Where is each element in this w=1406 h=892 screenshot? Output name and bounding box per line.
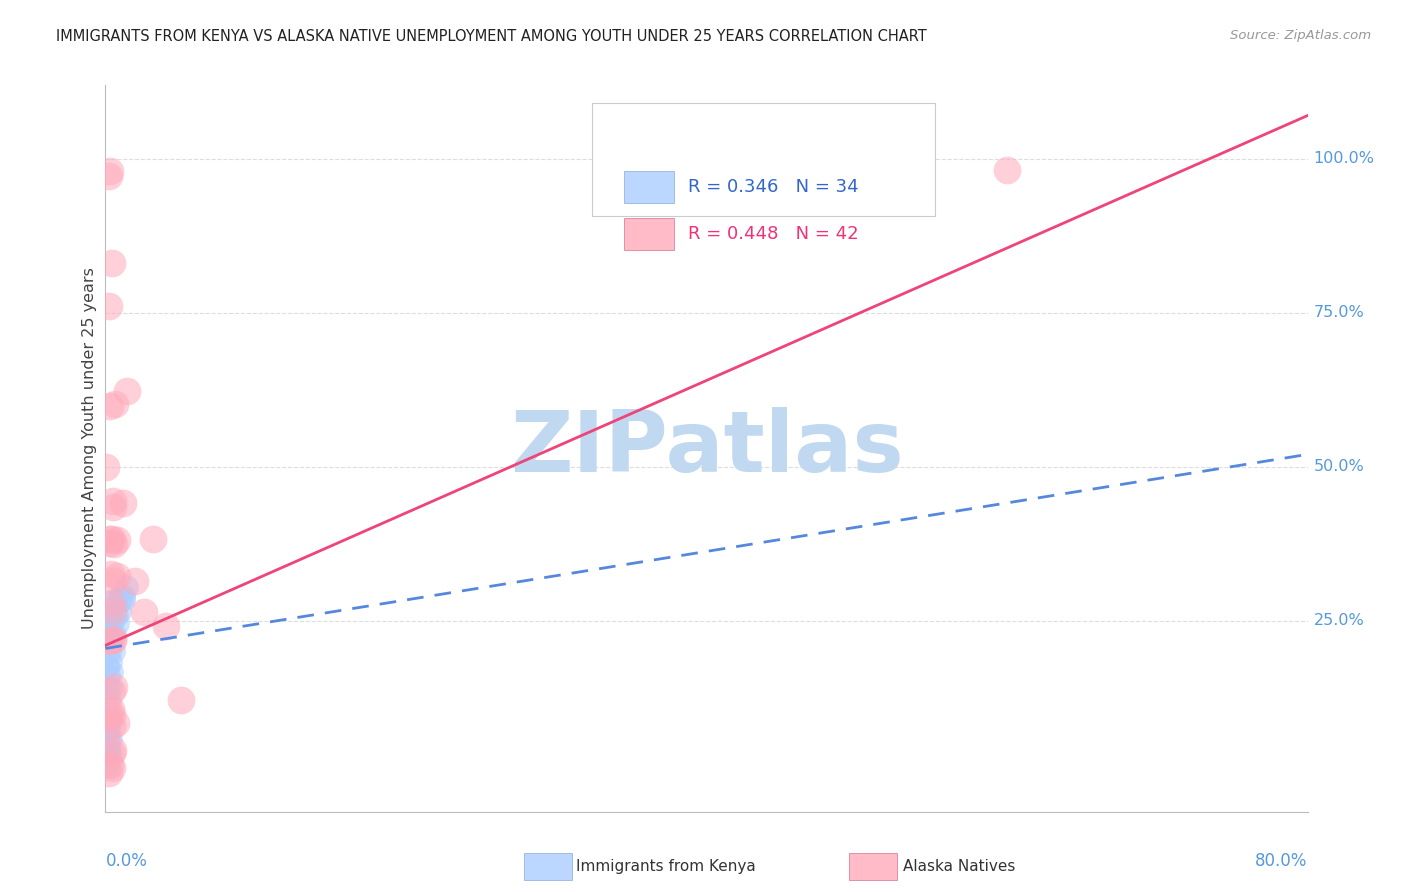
- Point: [105, 569, 128, 583]
- Point: [170, 693, 193, 707]
- Point: [101, 708, 124, 723]
- Text: Source: ZipAtlas.com: Source: ZipAtlas.com: [1230, 29, 1371, 42]
- Point: [96, 754, 118, 768]
- Point: [98, 765, 121, 780]
- Point: [98, 732, 121, 747]
- Point: [995, 163, 1018, 178]
- Text: IMMIGRANTS FROM KENYA VS ALASKA NATIVE UNEMPLOYMENT AMONG YOUTH UNDER 25 YEARS C: IMMIGRANTS FROM KENYA VS ALASKA NATIVE U…: [56, 29, 927, 44]
- Point: [142, 533, 165, 547]
- Point: [98, 747, 121, 762]
- Point: [97, 722, 120, 736]
- FancyBboxPatch shape: [624, 218, 673, 250]
- Point: [105, 716, 128, 731]
- Point: [115, 384, 138, 398]
- Point: [111, 591, 134, 606]
- Point: [96, 742, 118, 756]
- Point: [100, 702, 122, 716]
- Point: [98, 169, 121, 183]
- Point: [97, 759, 120, 773]
- Text: 75.0%: 75.0%: [1313, 305, 1364, 320]
- Point: [100, 164, 122, 178]
- Point: [100, 630, 122, 644]
- Text: R = 0.448   N = 42: R = 0.448 N = 42: [689, 225, 859, 243]
- Point: [97, 644, 120, 658]
- Point: [96, 711, 118, 725]
- Point: [103, 633, 125, 648]
- Point: [98, 399, 121, 413]
- Point: [98, 681, 121, 695]
- Point: [124, 574, 146, 588]
- Point: [98, 758, 121, 772]
- Point: [112, 589, 135, 603]
- Point: [98, 299, 121, 313]
- Text: 0.0%: 0.0%: [105, 852, 148, 870]
- Point: [111, 496, 134, 510]
- Point: [101, 761, 124, 775]
- Point: [132, 605, 155, 619]
- Point: [97, 708, 120, 723]
- Point: [98, 633, 121, 648]
- Point: [104, 397, 127, 411]
- Point: [108, 604, 131, 618]
- Point: [103, 537, 125, 551]
- Point: [97, 744, 120, 758]
- Point: [98, 536, 121, 550]
- Point: [103, 574, 125, 588]
- Point: [103, 681, 125, 695]
- Point: [100, 684, 122, 698]
- Text: ZIPatlas: ZIPatlas: [509, 407, 904, 490]
- Point: [110, 593, 132, 607]
- Point: [96, 728, 118, 742]
- Point: [101, 256, 124, 270]
- Point: [96, 681, 118, 695]
- FancyBboxPatch shape: [624, 170, 673, 202]
- Point: [103, 592, 125, 607]
- Text: Immigrants from Kenya: Immigrants from Kenya: [576, 859, 756, 873]
- Point: [101, 644, 124, 658]
- Point: [101, 632, 124, 646]
- Text: 80.0%: 80.0%: [1256, 852, 1308, 870]
- Text: 50.0%: 50.0%: [1313, 459, 1364, 475]
- Point: [101, 615, 124, 629]
- Point: [101, 746, 124, 760]
- Y-axis label: Unemployment Among Youth under 25 years: Unemployment Among Youth under 25 years: [82, 268, 97, 629]
- Text: R = 0.346   N = 34: R = 0.346 N = 34: [689, 178, 859, 195]
- Point: [96, 660, 118, 674]
- Point: [98, 532, 121, 546]
- Point: [101, 494, 124, 508]
- Point: [101, 599, 124, 613]
- Point: [97, 732, 120, 747]
- Point: [96, 630, 118, 644]
- Point: [101, 596, 124, 610]
- Point: [98, 619, 121, 633]
- Point: [105, 607, 128, 622]
- FancyBboxPatch shape: [592, 103, 935, 216]
- Point: [94, 459, 117, 474]
- Text: Alaska Natives: Alaska Natives: [903, 859, 1015, 873]
- Point: [103, 627, 125, 641]
- Point: [101, 500, 124, 514]
- Point: [98, 655, 121, 669]
- Point: [100, 665, 122, 679]
- Text: 25.0%: 25.0%: [1313, 613, 1364, 628]
- Point: [97, 669, 120, 683]
- Point: [103, 604, 125, 618]
- Text: 100.0%: 100.0%: [1313, 151, 1375, 166]
- Point: [100, 532, 122, 546]
- Point: [105, 533, 128, 548]
- Point: [100, 567, 122, 582]
- Point: [155, 619, 177, 633]
- Point: [97, 695, 120, 709]
- Point: [115, 581, 138, 595]
- Point: [98, 713, 121, 727]
- Point: [101, 719, 124, 733]
- Point: [105, 616, 128, 631]
- Point: [101, 742, 124, 756]
